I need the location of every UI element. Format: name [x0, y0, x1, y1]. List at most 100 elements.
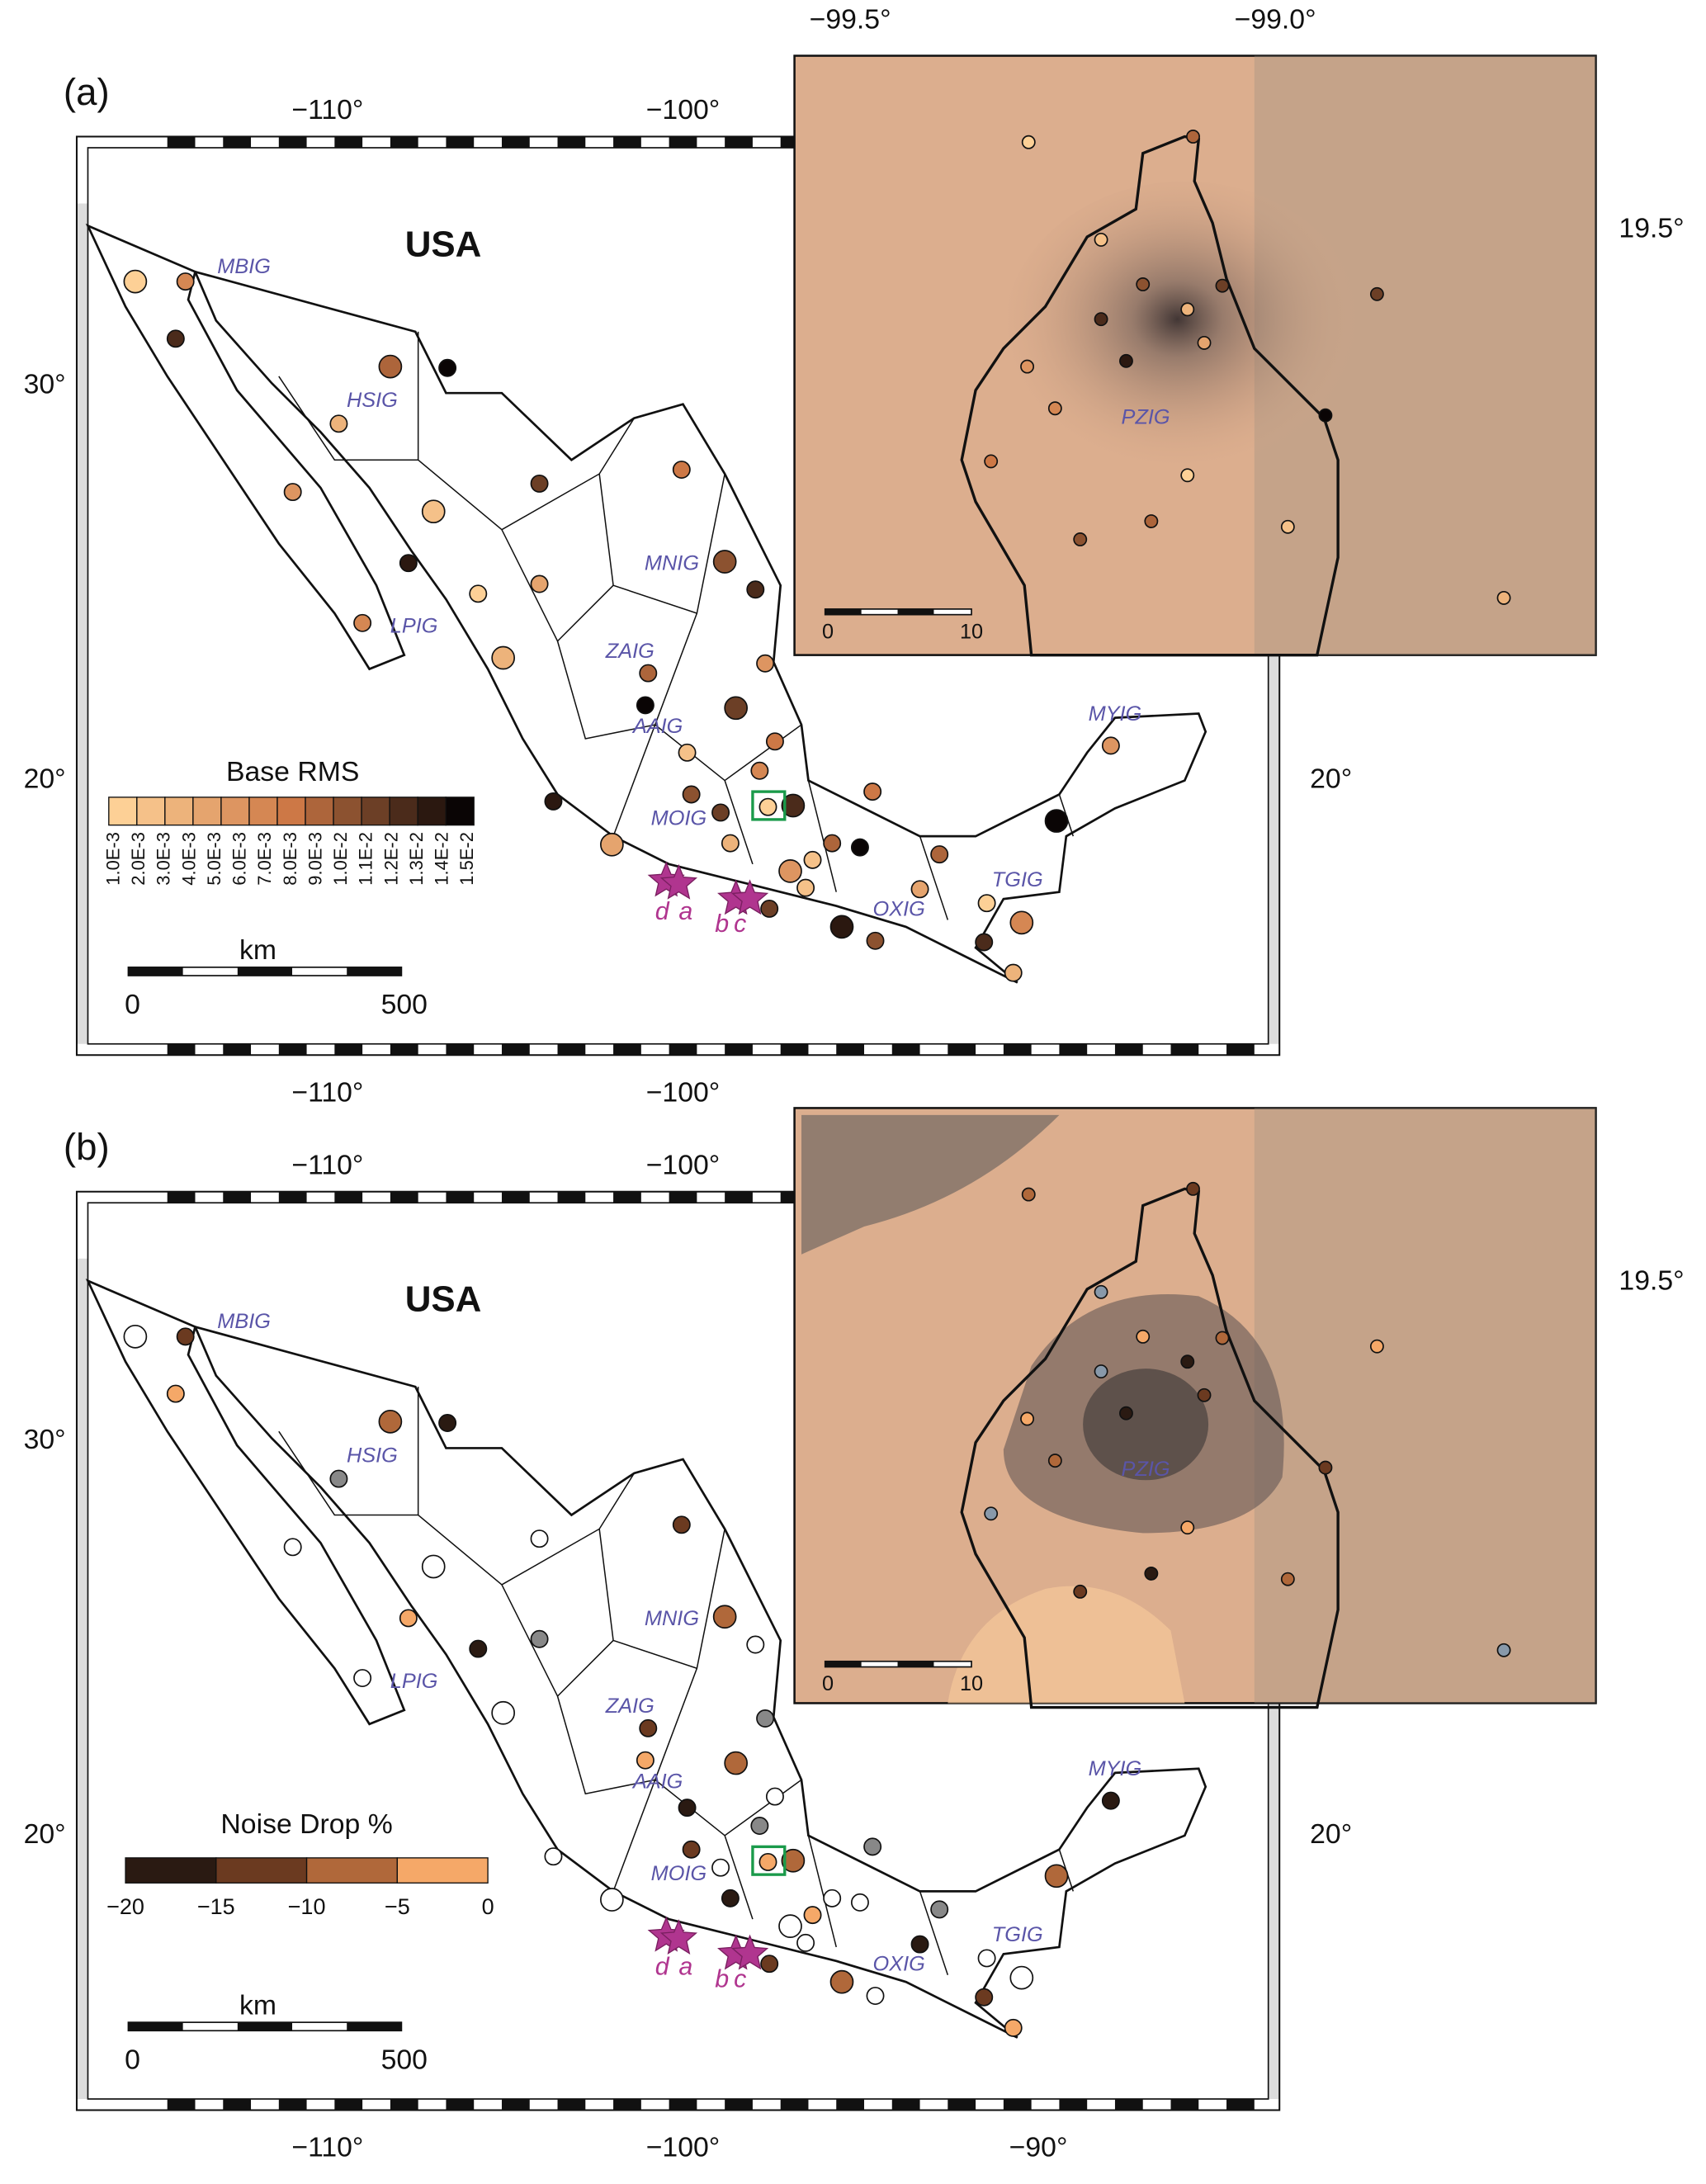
station-marker: [123, 269, 148, 294]
country-label: USA: [405, 224, 482, 264]
scale-bar-segment: [128, 2022, 183, 2031]
state-border: [556, 1667, 698, 1795]
colorbar-title: Noise Drop %: [220, 1808, 392, 1840]
station-marker: [765, 732, 784, 751]
station-marker: [930, 845, 949, 864]
station-marker: [823, 834, 842, 853]
station-marker: [353, 613, 372, 632]
inset-station-marker: [984, 454, 999, 469]
inset-station-marker: [1280, 519, 1295, 534]
station-marker: [530, 574, 549, 593]
inset-station-marker: [1094, 312, 1108, 327]
state-border: [278, 1430, 418, 1516]
colorbar-tick-label: 6.0E-3: [229, 832, 250, 886]
station-marker: [469, 1639, 488, 1658]
station-marker: [1044, 809, 1069, 833]
station-marker: [758, 1852, 777, 1871]
inset-station-marker: [1197, 1387, 1212, 1402]
station-marker: [1101, 736, 1120, 755]
inset-station-marker: [1119, 1406, 1133, 1421]
station-marker: [829, 1969, 854, 1994]
inset-station-marker: [1021, 135, 1036, 149]
colorbar-tick-label: 1.0E-3: [102, 832, 123, 886]
scale-tick-label: 500: [381, 2044, 428, 2075]
frame-ticks: [160, 2098, 1280, 2111]
lon-tick-label: −110°: [291, 94, 363, 125]
event-label: d: [655, 1952, 670, 1980]
event-label: a: [678, 897, 692, 925]
scale-unit: km: [239, 934, 276, 966]
station-marker: [678, 1799, 697, 1818]
inset-station-label: PZIG: [1122, 405, 1170, 428]
state-border: [278, 376, 418, 461]
station-marker: [438, 358, 457, 377]
event-star: [730, 1934, 769, 1970]
lon-tick-label: −100°: [646, 1149, 721, 1180]
station-marker: [977, 1949, 996, 1968]
colorbar-title: Base RMS: [226, 756, 359, 787]
station-marker: [910, 1935, 929, 1954]
state-border: [724, 780, 754, 865]
colorbar-tick-label: −10: [288, 1894, 326, 1919]
inset-station-marker: [1021, 1187, 1036, 1202]
country-label: USA: [405, 1279, 482, 1320]
station-marker: [491, 645, 516, 670]
colorbar-tick-label: 9.0E-3: [305, 832, 325, 886]
station-marker: [850, 838, 869, 857]
inset-station-marker: [1020, 359, 1035, 374]
event-label: c: [734, 910, 746, 938]
inset-scale-bar-segment: [897, 1661, 934, 1667]
station-marker: [781, 1848, 806, 1873]
station-marker: [1009, 910, 1034, 935]
inset-station-marker: [1073, 532, 1088, 546]
station-marker: [756, 1709, 775, 1728]
station-marker: [796, 878, 815, 897]
inset-station-marker: [1094, 1284, 1108, 1299]
station-marker: [530, 474, 549, 493]
inset-station-marker: [1094, 232, 1108, 247]
inset-scale-bar-segment: [897, 608, 934, 615]
colorbar-segment: [396, 1857, 489, 1884]
station-marker: [672, 1515, 691, 1534]
event-label: c: [734, 1964, 746, 1993]
station-marker: [712, 550, 737, 574]
station-marker: [544, 792, 563, 811]
state-border: [612, 1780, 656, 1892]
station-marker: [866, 1987, 885, 2006]
station-marker: [176, 1327, 195, 1346]
colorbar-tick-label: 7.0E-3: [254, 832, 275, 886]
station-marker: [530, 1629, 549, 1648]
colorbar-segment: [108, 797, 138, 826]
event-star: [730, 879, 769, 915]
state-border: [807, 780, 837, 892]
event-star: [659, 1919, 698, 1955]
station-marker: [760, 1955, 779, 1974]
station-marker: [469, 584, 488, 603]
station-marker: [850, 1893, 869, 1912]
station-marker: [863, 1837, 882, 1856]
inset-station-marker: [1180, 468, 1195, 483]
colorbar-tick-label: 8.0E-3: [280, 832, 300, 886]
scale-bar-segment: [237, 2022, 293, 2031]
station-marker: [760, 899, 779, 918]
inset-station-marker: [1280, 1572, 1295, 1586]
inset-scale-tick-label: 10: [960, 620, 983, 643]
station-marker: [682, 1840, 701, 1859]
lon-tick-label: −110°: [291, 1076, 363, 1108]
station-marker: [1101, 1791, 1120, 1810]
inset-lon-tick-label: −99.0°: [1235, 3, 1316, 35]
inset-scale-tick-label: 0: [822, 620, 834, 643]
station-marker: [910, 880, 929, 899]
station-marker: [353, 1669, 372, 1688]
station-marker: [421, 499, 446, 524]
station-marker: [758, 797, 777, 816]
state-border: [919, 1891, 949, 1975]
inset-anomaly: [801, 1114, 1060, 1255]
lat-tick-label: 30°: [24, 369, 66, 400]
inset-station-marker: [1020, 1411, 1035, 1426]
station-marker: [176, 272, 195, 291]
inset-lat-tick-label: 19.5°: [1619, 213, 1684, 244]
station-marker: [711, 1858, 730, 1877]
station-marker: [283, 1538, 302, 1557]
station-label: MYIG: [1089, 702, 1142, 726]
